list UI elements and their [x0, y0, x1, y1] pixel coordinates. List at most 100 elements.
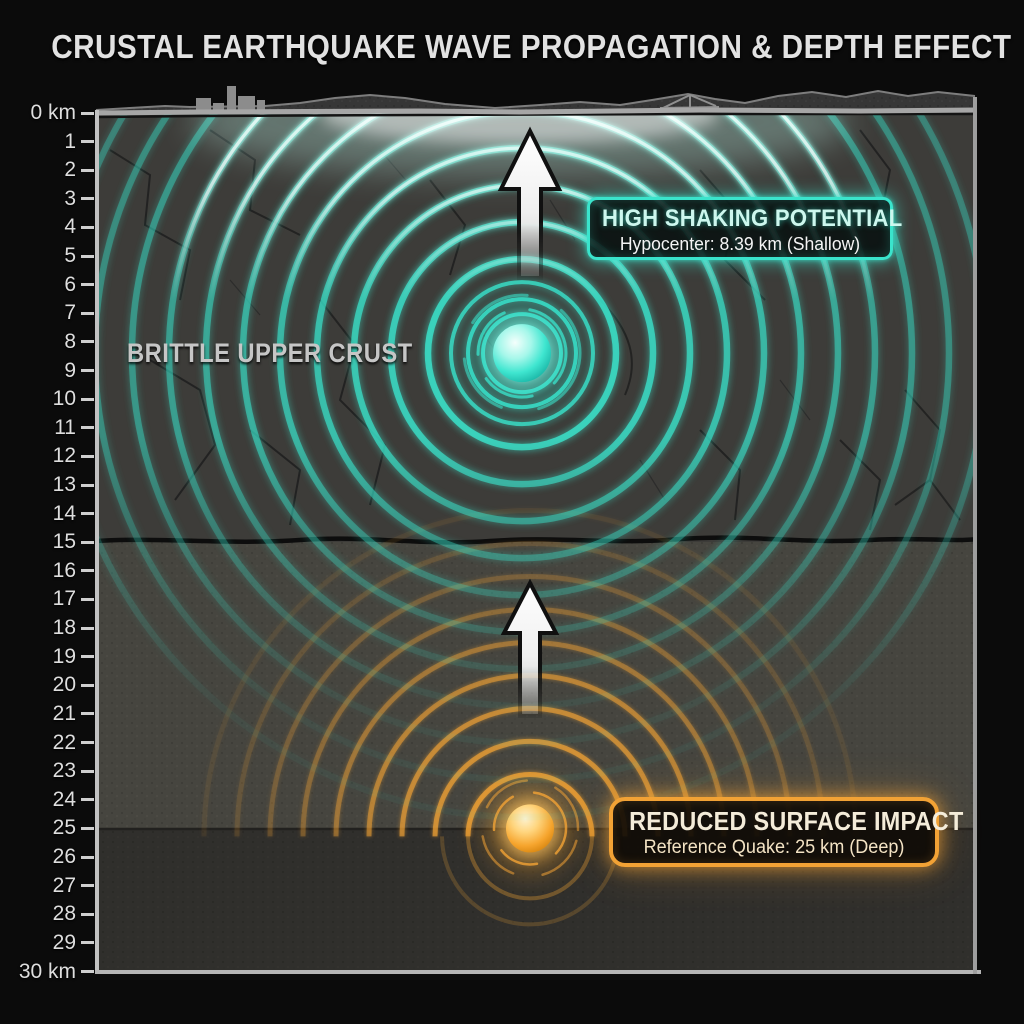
right-border: [973, 97, 977, 974]
depth-tick-mark: [81, 225, 94, 229]
depth-tick-label: 20: [52, 673, 76, 697]
depth-tick-label: 24: [52, 787, 76, 811]
depth-tick-mark: [81, 454, 94, 458]
depth-tick-mark: [81, 597, 94, 601]
depth-tick-mark: [81, 884, 94, 888]
upper-crust-label: BRITTLE UPPER CRUST: [127, 338, 413, 368]
wave-ring: [466, 297, 578, 410]
depth-tick-label: 25: [52, 816, 76, 840]
depth-tick-mark: [81, 140, 94, 144]
depth-tick-label: 6: [64, 272, 76, 296]
wave-ring: [267, 574, 793, 837]
depth-tick-label: 2: [64, 158, 76, 182]
depth-tick-mark: [81, 426, 94, 430]
deep-event-callout: REDUCED SURFACE IMPACT Reference Quake: …: [609, 797, 964, 867]
depth-tick-label: 16: [52, 558, 76, 582]
depth-tick-label: 27: [52, 873, 76, 897]
depth-tick-mark: [81, 311, 94, 315]
depth-tick-label: 30 km: [18, 959, 76, 983]
depth-tick-label: 0 km: [30, 101, 76, 124]
depth-tick-mark: [81, 283, 94, 287]
depth-tick-mark: [81, 826, 94, 830]
depth-tick-mark: [81, 655, 94, 659]
shallow-hypocenter: [462, 293, 582, 413]
depth-tick-mark: [81, 741, 94, 745]
depth-tick-mark: [81, 397, 94, 401]
deep-ripple: [480, 779, 580, 878]
deep-event-title: REDUCED SURFACE IMPACT: [629, 806, 964, 836]
bottom-border: [95, 970, 981, 974]
shallow-event-callout: HIGH SHAKING POTENTIAL Hypocenter: 8.39 …: [587, 197, 903, 260]
depth-tick-mark: [81, 111, 94, 115]
depth-tick-mark: [81, 712, 94, 716]
depth-tick-mark: [81, 168, 94, 172]
shallow-ripple: [476, 307, 568, 399]
depth-tick-label: 19: [52, 644, 76, 668]
depth-tick-mark: [81, 483, 94, 487]
surface-underline: [95, 112, 977, 119]
depth-tick-mark: [81, 569, 94, 573]
panel-frame: [95, 97, 981, 974]
depth-tick-label: 8: [64, 329, 76, 353]
wave-ring: [449, 280, 595, 427]
depth-tick-label: 23: [52, 759, 76, 783]
shallow-event-subtitle: Hypocenter: 8.39 km (Shallow): [619, 233, 861, 254]
depth-tick-mark: [81, 970, 94, 973]
depth-tick-label: 17: [52, 587, 76, 611]
depth-tick-mark: [81, 626, 94, 630]
depth-tick-label: 15: [52, 530, 76, 554]
depth-tick-mark: [81, 798, 94, 802]
wave-ring: [128, 110, 916, 747]
depth-tick-label: 1: [64, 129, 76, 153]
depth-tick-label: 13: [52, 473, 76, 497]
depth-tick-label: 28: [52, 902, 76, 926]
depth-tick-label: 7: [64, 301, 76, 325]
depth-tick-label: 10: [52, 387, 76, 411]
crust-cross-section: [96, 110, 977, 974]
shallow-ripple: [462, 293, 582, 413]
deep-uplift-arrow: [500, 578, 560, 718]
wave-ring: [466, 836, 594, 901]
depth-tick-label: 21: [52, 701, 76, 725]
depth-tick-mark: [81, 683, 94, 687]
deep-hypocenter-sphere: [506, 804, 554, 853]
page-title: CRUSTAL EARTHQUAKE WAVE PROPAGATION & DE…: [51, 28, 1012, 65]
depth-tick-mark: [81, 912, 94, 916]
depth-tick-mark: [81, 512, 94, 516]
shallow-uplift-arrow: [497, 126, 563, 280]
city-skyline-buildings: [196, 86, 265, 111]
depth-tick-mark: [81, 197, 94, 201]
brittle-crust-base-boundary: [96, 535, 977, 545]
shallow-hypocenter-sphere: [493, 324, 551, 383]
wave-ring: [96, 110, 977, 821]
depth-tick-label: 22: [52, 730, 76, 754]
axis-line: [95, 110, 99, 974]
ground-surface-line: [95, 107, 978, 116]
shallow-event-title: HIGH SHAKING POTENTIAL: [602, 205, 903, 232]
wave-ring: [465, 771, 595, 837]
depth-tick-label: 18: [52, 616, 76, 640]
depth-tick-label: 29: [52, 930, 76, 954]
wave-ring: [267, 574, 793, 837]
depth-tick-label: 11: [54, 415, 76, 439]
depth-tick-label: 5: [64, 244, 76, 268]
depth-tick-mark: [81, 254, 94, 258]
wave-ring: [201, 508, 859, 837]
wave-ring: [440, 836, 620, 927]
wave-ring: [201, 508, 859, 837]
wave-ring: [96, 110, 953, 784]
depth-tick-label: 26: [52, 845, 76, 869]
depth-tick-mark: [81, 769, 94, 773]
depth-tick-mark: [81, 540, 94, 544]
depth-tick-label: 3: [64, 186, 76, 210]
depth-tick-mark: [81, 941, 94, 945]
depth-tick-label: 12: [52, 444, 76, 468]
depth-tick-mark: [81, 855, 94, 859]
surface-terrain: [95, 86, 978, 119]
wave-ring: [96, 110, 953, 784]
surface-rubble: [96, 91, 975, 113]
depth-tick-label: 9: [64, 358, 76, 382]
depth-tick-label: 4: [64, 215, 76, 239]
